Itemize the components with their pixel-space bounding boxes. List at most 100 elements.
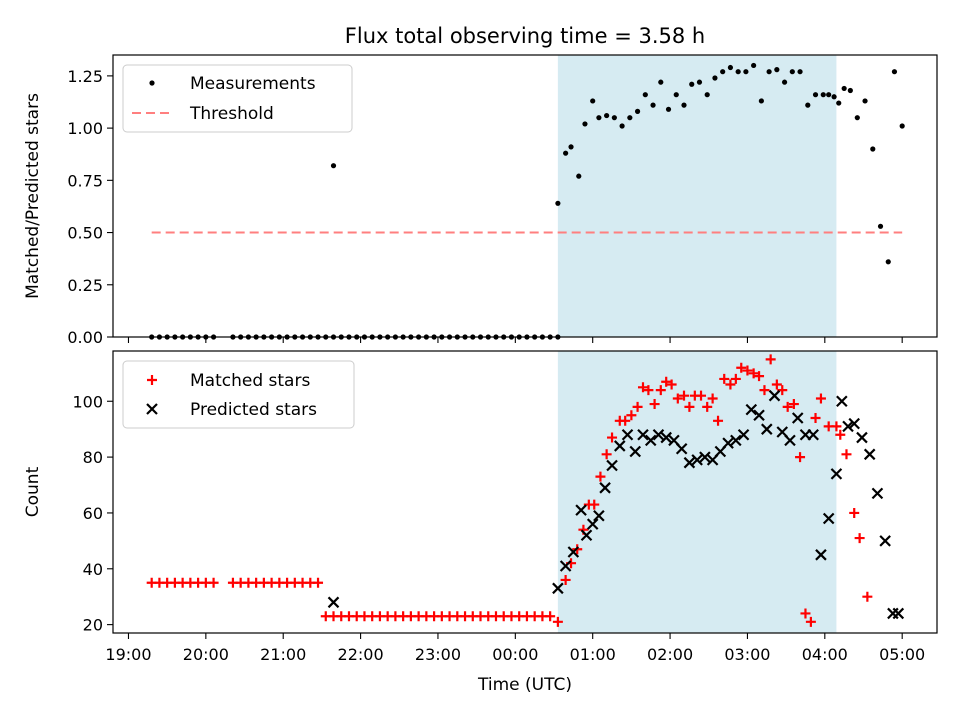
predicted-stars-points — [327, 389, 905, 620]
matched-star-marker — [560, 574, 571, 585]
measurement-point — [847, 87, 853, 94]
y-tick-label: 100 — [72, 392, 103, 411]
measurement-point — [627, 115, 633, 121]
predicted-star-marker — [621, 428, 634, 441]
matched-star-marker — [678, 390, 689, 401]
matched-star-marker — [730, 373, 741, 384]
predicted-star-marker — [815, 549, 827, 561]
x-tick-label: 01:00 — [570, 645, 616, 664]
matched-star-marker — [672, 393, 683, 404]
matched-star-marker — [795, 452, 806, 463]
predicted-star-marker — [699, 451, 711, 463]
measurement-point — [611, 115, 617, 121]
predicted-star-marker — [327, 596, 340, 609]
y-tick-label: 1.25 — [67, 67, 103, 86]
matched-star-marker — [601, 449, 612, 460]
legend-box — [122, 360, 355, 429]
predicted-star-marker — [753, 409, 765, 421]
measurement-point — [696, 79, 703, 85]
legend-label-threshold: Threshold — [189, 104, 274, 124]
measurement-point — [885, 259, 891, 265]
predicted-star-marker — [730, 434, 742, 447]
ratio-panel-shaded-region — [557, 55, 837, 337]
measurement-point — [665, 106, 672, 112]
matched-star-marker — [742, 365, 753, 376]
y-tick-label: 60 — [83, 504, 103, 523]
measurement-point — [720, 69, 726, 75]
matched-star-marker — [620, 415, 631, 426]
measurement-point — [820, 92, 826, 98]
legend-plus-marker — [147, 375, 157, 385]
predicted-star-marker — [644, 434, 657, 447]
measurement-point — [789, 69, 795, 75]
measurement-point — [743, 69, 749, 75]
legend-box — [122, 64, 353, 133]
measurement-point — [590, 98, 596, 104]
predicted-star-marker — [822, 512, 835, 525]
y-tick-label: 0.75 — [67, 171, 103, 190]
matched-star-marker — [643, 385, 654, 396]
predicted-star-marker — [722, 437, 734, 449]
predicted-star-marker — [683, 456, 696, 469]
measurement-point — [781, 79, 788, 85]
legend-dot-marker — [149, 80, 155, 86]
predicted-star-marker — [745, 403, 758, 416]
predicted-star-marker — [552, 582, 564, 595]
measurement-point — [735, 69, 741, 75]
x-tick-label: 05:00 — [879, 645, 925, 664]
predicted-star-marker — [871, 487, 884, 500]
y-tick-label: 20 — [83, 616, 103, 635]
legend-label-matched-stars: Matched stars — [190, 371, 310, 391]
matched-star-marker — [589, 499, 600, 510]
counts-y-axis-ticks: 20 40 60 80 100 — [72, 392, 113, 635]
counts-panel-shaded-region — [557, 351, 837, 633]
predicted-star-marker — [768, 389, 781, 402]
measurement-point — [812, 92, 819, 98]
matched-star-marker — [805, 616, 816, 627]
matched-star-marker — [788, 399, 799, 410]
measurement-point — [870, 146, 876, 152]
measurement-point — [619, 123, 625, 129]
counts-panel-frame — [112, 350, 938, 634]
matched-star-marker — [841, 449, 852, 460]
measurement-point — [673, 92, 679, 98]
matched-star-marker — [771, 379, 782, 390]
predicted-star-marker — [842, 420, 854, 433]
matched-star-marker — [696, 390, 707, 401]
measurement-point — [650, 102, 656, 108]
measurement-point — [604, 112, 610, 119]
ratio-x-axis-ticks — [127, 337, 903, 343]
predicted-star-marker — [675, 442, 688, 455]
matched-star-marker — [632, 401, 643, 412]
x-tick-label: 19:00 — [105, 645, 151, 664]
measurement-point — [751, 62, 757, 69]
predicted-star-marker — [830, 468, 843, 480]
matched-star-marker — [759, 385, 770, 396]
x-tick-label: 21:00 — [260, 645, 306, 664]
predicted-star-marker — [637, 428, 649, 441]
matched-star-marker — [754, 371, 765, 382]
predicted-star-marker — [879, 535, 891, 547]
measurement-point — [330, 163, 337, 169]
matched-star-marker — [649, 399, 660, 410]
matched-star-marker — [595, 471, 606, 482]
counts-y-axis-label: Count — [23, 466, 43, 517]
matched-star-marker — [815, 393, 826, 404]
measurement-point — [582, 121, 588, 127]
measurement-point — [758, 98, 764, 104]
y-tick-label: 0.00 — [67, 328, 103, 347]
predicted-star-marker — [599, 482, 611, 494]
chart-title: Flux total observing time = 3.58 h — [345, 24, 705, 48]
predicted-star-marker — [791, 412, 804, 424]
predicted-star-marker — [848, 417, 860, 430]
matched-star-marker — [208, 577, 219, 588]
matched-stars-points — [147, 354, 873, 627]
ratio-panel-frame — [112, 54, 938, 338]
matched-star-marker — [719, 373, 730, 384]
matched-star-marker — [713, 415, 724, 426]
matched-star-marker — [831, 421, 842, 432]
matched-star-marker — [748, 368, 759, 379]
measurement-point — [899, 123, 905, 129]
